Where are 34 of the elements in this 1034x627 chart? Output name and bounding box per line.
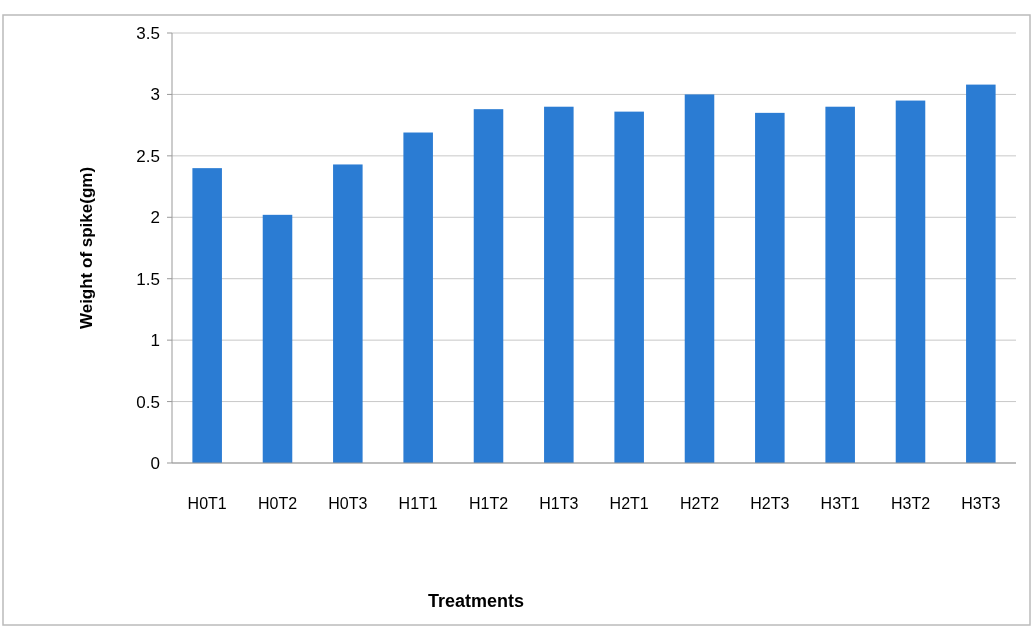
x-tick-label: H0T2: [257, 495, 298, 512]
y-tick-label: 1.5: [136, 269, 160, 289]
bar: [825, 106, 855, 463]
x-tick-label: H2T3: [750, 495, 790, 512]
y-tick-label: 1: [150, 331, 160, 351]
x-tick-label: H2T2: [679, 495, 720, 512]
y-tick-label: 0.5: [136, 392, 160, 412]
bar: [262, 214, 293, 463]
bar: [333, 164, 363, 463]
x-tick-label: H3T2: [890, 495, 931, 512]
bar: [614, 111, 644, 463]
y-tick-label: 3: [150, 85, 160, 105]
x-tick-label: H1T1: [398, 495, 438, 512]
bar: [473, 109, 504, 463]
bar: [544, 106, 574, 463]
bar: [966, 84, 996, 463]
bar: [684, 94, 715, 463]
x-tick-label: H3T1: [820, 495, 860, 512]
bar: [895, 100, 926, 463]
x-tick-label: H3T3: [961, 495, 1001, 512]
x-tick-label: H2T1: [609, 495, 649, 512]
bar: [192, 168, 222, 463]
y-tick-label: 2.5: [136, 146, 160, 166]
bar: [403, 132, 433, 463]
x-tick-label: H0T3: [328, 495, 368, 512]
y-tick-label: 3.5: [136, 23, 160, 43]
x-axis-title: Treatments: [427, 591, 525, 611]
x-tick-label: H0T1: [187, 495, 227, 512]
x-tick-label: H1T3: [539, 495, 579, 512]
bar: [755, 112, 785, 463]
y-tick-label: 0: [150, 453, 160, 473]
x-tick-label: H1T2: [468, 495, 509, 512]
y-tick-label: 2: [150, 208, 160, 228]
y-axis-title: Weight of spike(gm): [77, 166, 96, 330]
